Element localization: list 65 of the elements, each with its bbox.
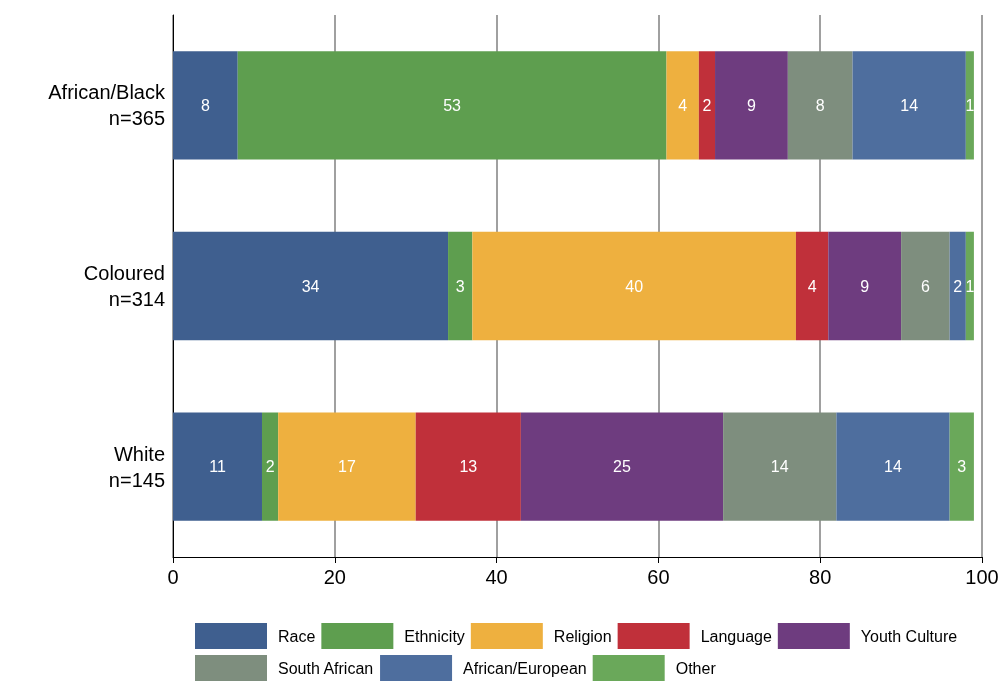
legend-label: Race bbox=[278, 627, 316, 645]
bar bbox=[472, 231, 796, 341]
x-tick-label: 80 bbox=[809, 566, 832, 588]
data-label: 25 bbox=[613, 458, 631, 476]
bar bbox=[415, 412, 521, 521]
x-tick-label: 20 bbox=[323, 566, 346, 588]
data-label: 13 bbox=[459, 458, 478, 476]
data-label: 34 bbox=[301, 277, 320, 295]
data-label: 40 bbox=[625, 277, 644, 295]
y-tick-label: White n=145 bbox=[108, 442, 165, 491]
bar bbox=[237, 51, 667, 160]
legend-label: Ethnicity bbox=[404, 627, 465, 645]
legend-label: African/European bbox=[463, 659, 587, 677]
data-label: 14 bbox=[884, 458, 903, 476]
bar bbox=[173, 412, 262, 521]
data-label: 2 bbox=[953, 277, 963, 295]
data-label: 3 bbox=[957, 458, 967, 476]
bar bbox=[666, 51, 699, 160]
x-tick-label: 40 bbox=[485, 566, 508, 588]
x-tick-label: 100 bbox=[965, 566, 999, 588]
data-label: 17 bbox=[338, 458, 356, 476]
bar bbox=[965, 51, 974, 160]
data-label: 4 bbox=[807, 277, 817, 295]
data-label: 4 bbox=[678, 96, 688, 114]
legend-label: South African bbox=[278, 659, 374, 677]
bar bbox=[949, 412, 974, 521]
legend-label: Other bbox=[675, 659, 717, 677]
legend-label: Language bbox=[700, 627, 772, 645]
bar bbox=[852, 51, 966, 160]
x-tick-label: 60 bbox=[647, 566, 670, 588]
x-tick-label: 0 bbox=[167, 566, 179, 588]
bar bbox=[836, 412, 950, 521]
data-label: 1 bbox=[965, 96, 975, 114]
data-label: 8 bbox=[815, 96, 825, 114]
data-label: 53 bbox=[443, 96, 462, 114]
bar bbox=[949, 231, 966, 341]
data-label: 1 bbox=[965, 277, 975, 295]
data-label: 9 bbox=[860, 277, 870, 295]
bar bbox=[173, 51, 238, 160]
bar bbox=[795, 231, 829, 341]
bar bbox=[828, 231, 902, 341]
legend-label: Youth Culture bbox=[860, 627, 958, 645]
data-label: 11 bbox=[209, 458, 226, 476]
bar bbox=[723, 412, 837, 521]
data-label: 9 bbox=[746, 96, 756, 114]
bar bbox=[520, 412, 724, 521]
bar bbox=[278, 412, 416, 521]
data-label: 6 bbox=[920, 277, 930, 295]
bar bbox=[698, 51, 716, 160]
y-tick-label: African/Black n=365 bbox=[48, 81, 166, 130]
bar bbox=[715, 51, 788, 160]
bar bbox=[901, 231, 950, 341]
data-label: 2 bbox=[702, 96, 712, 114]
data-label: 2 bbox=[265, 458, 275, 476]
data-label: 14 bbox=[770, 458, 789, 476]
data-label: 8 bbox=[200, 96, 210, 114]
y-tick-label: Coloured n=314 bbox=[83, 262, 165, 310]
bar bbox=[965, 231, 974, 341]
legend-label: Religion bbox=[553, 627, 612, 645]
bar bbox=[448, 231, 473, 341]
bar bbox=[173, 231, 449, 341]
data-label: 3 bbox=[455, 277, 465, 295]
data-label: 14 bbox=[900, 96, 919, 114]
bar bbox=[261, 412, 279, 521]
bar bbox=[787, 51, 853, 160]
